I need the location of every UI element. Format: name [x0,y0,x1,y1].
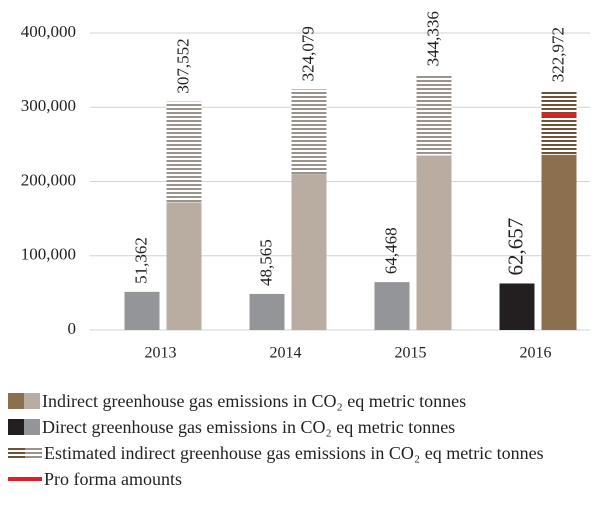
legend: Indirect greenhouse gas emissions in CO₂… [8,388,554,492]
bar [374,282,410,330]
value-label: 62,657 [503,218,527,276]
bar-estimated [291,89,327,175]
swatch [24,419,40,435]
value-label: 48,565 [256,239,275,286]
legend-swatch [8,466,42,492]
x-tick-label: 2014 [270,345,302,362]
bar [166,202,202,330]
y-tick-label: 200,000 [21,170,76,189]
y-tick-label: 100,000 [21,245,76,264]
y-tick-label: 300,000 [21,96,76,115]
bar-estimated [166,101,202,203]
swatch [24,393,40,409]
bar-estimated [416,74,452,156]
legend-item: Estimated indirect greenhouse gas emissi… [8,440,554,466]
bar [541,154,577,330]
swatch [8,393,24,409]
swatch [25,448,42,458]
total-label: 344,336 [423,11,442,66]
bar [416,155,452,330]
bar [291,174,327,330]
y-tick-label: 400,000 [21,22,76,41]
y-tick-label: 0 [68,319,77,338]
swatch [8,448,25,458]
legend-swatch [8,414,40,440]
bar-estimated [541,90,577,155]
value-label: 51,362 [131,237,150,284]
swatch [8,419,24,435]
legend-swatch [8,388,40,414]
bar [124,291,160,330]
legend-label: Pro forma amounts [44,469,182,489]
total-label: 307,552 [173,38,192,93]
x-tick-label: 2016 [520,345,552,362]
legend-swatch [8,440,42,466]
legend-item: Pro forma amounts [8,466,554,492]
total-label: 324,079 [298,26,317,81]
legend-item: Indirect greenhouse gas emissions in CO₂… [8,388,554,414]
value-label: 64,468 [381,227,400,274]
legend-label: Direct greenhouse gas emissions in CO₂ e… [42,417,456,437]
total-label: 322,972 [548,27,567,82]
chart: 0 100,000 200,000 300,000 400,000 2013 51,362 3… [21,11,590,362]
bar [499,283,535,330]
bar [249,293,285,330]
legend-item: Direct greenhouse gas emissions in CO₂ e… [8,414,554,440]
pro-forma-mark [541,112,577,117]
legend-label: Estimated indirect greenhouse gas emissi… [44,443,544,463]
legend-label: Indirect greenhouse gas emissions in CO₂… [42,391,467,411]
x-tick-label: 2015 [395,345,427,362]
swatch [8,477,42,481]
x-tick-label: 2013 [145,345,177,362]
